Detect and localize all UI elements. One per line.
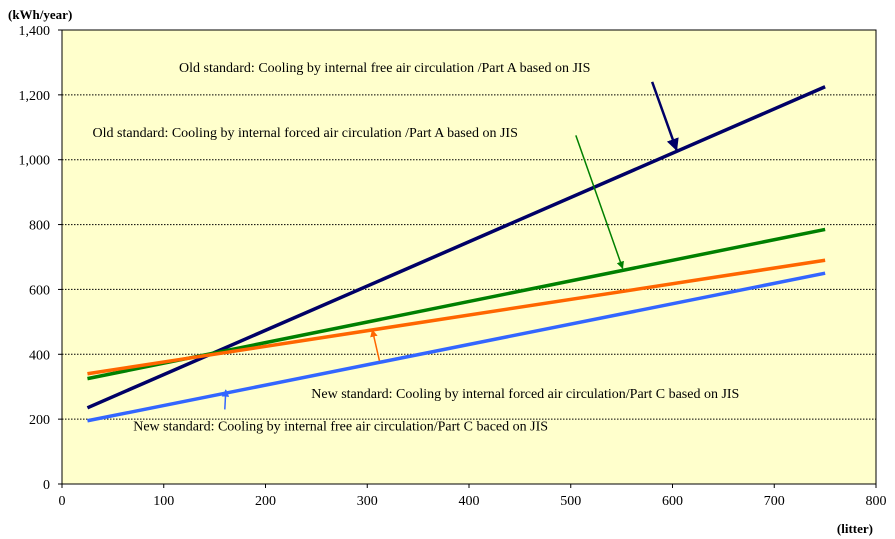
series-line-4 <box>87 271 826 423</box>
axis-ticks: 0 200 400 600 800 1,000 1,200 1,400 0 100 200 300 40… <box>19 24 887 509</box>
y-tick-label: 1,000 <box>19 154 51 169</box>
x-tick-label: 600 <box>662 494 683 509</box>
annotation-label-3: New standard: Cooling by internal forced… <box>311 387 739 402</box>
annotation-label-1: Old standard: Cooling by internal free a… <box>179 61 590 76</box>
annotation-label-4: New standard: Cooling by internal free a… <box>133 419 548 434</box>
x-tick-label: 100 <box>153 494 174 509</box>
x-tick-label: 500 <box>560 494 581 509</box>
y-tick-label: 200 <box>29 413 50 428</box>
x-tick-label: 300 <box>357 494 378 509</box>
y-tick-label: 0 <box>43 478 50 493</box>
annotation-arrow-1 <box>650 81 679 152</box>
x-tick-label: 800 <box>866 494 887 509</box>
annotation-arrow-2 <box>575 135 624 270</box>
annotations: Old standard: Cooling by internal free a… <box>93 61 740 434</box>
annotation-arrow-4 <box>221 389 230 410</box>
x-tick-label: 400 <box>459 494 480 509</box>
y-tick-label: 600 <box>29 283 50 298</box>
y-tick-label: 800 <box>29 219 50 234</box>
plot-area <box>61 29 877 485</box>
x-tick-label: 700 <box>764 494 785 509</box>
y-axis-unit: (kWh/year) <box>8 7 72 22</box>
annotation-label-2: Old standard: Cooling by internal forced… <box>93 126 518 141</box>
y-tick-label: 400 <box>29 348 50 363</box>
x-axis-unit: (litter) <box>837 521 873 536</box>
y-tick-label: 1,200 <box>19 89 51 104</box>
y-tick-label: 1,400 <box>19 24 51 39</box>
x-tick-label: 0 <box>59 494 66 509</box>
x-tick-label: 200 <box>255 494 276 509</box>
annotation-arrow-3 <box>370 329 381 361</box>
series-lines <box>86 85 826 423</box>
series-line-3 <box>87 258 826 376</box>
